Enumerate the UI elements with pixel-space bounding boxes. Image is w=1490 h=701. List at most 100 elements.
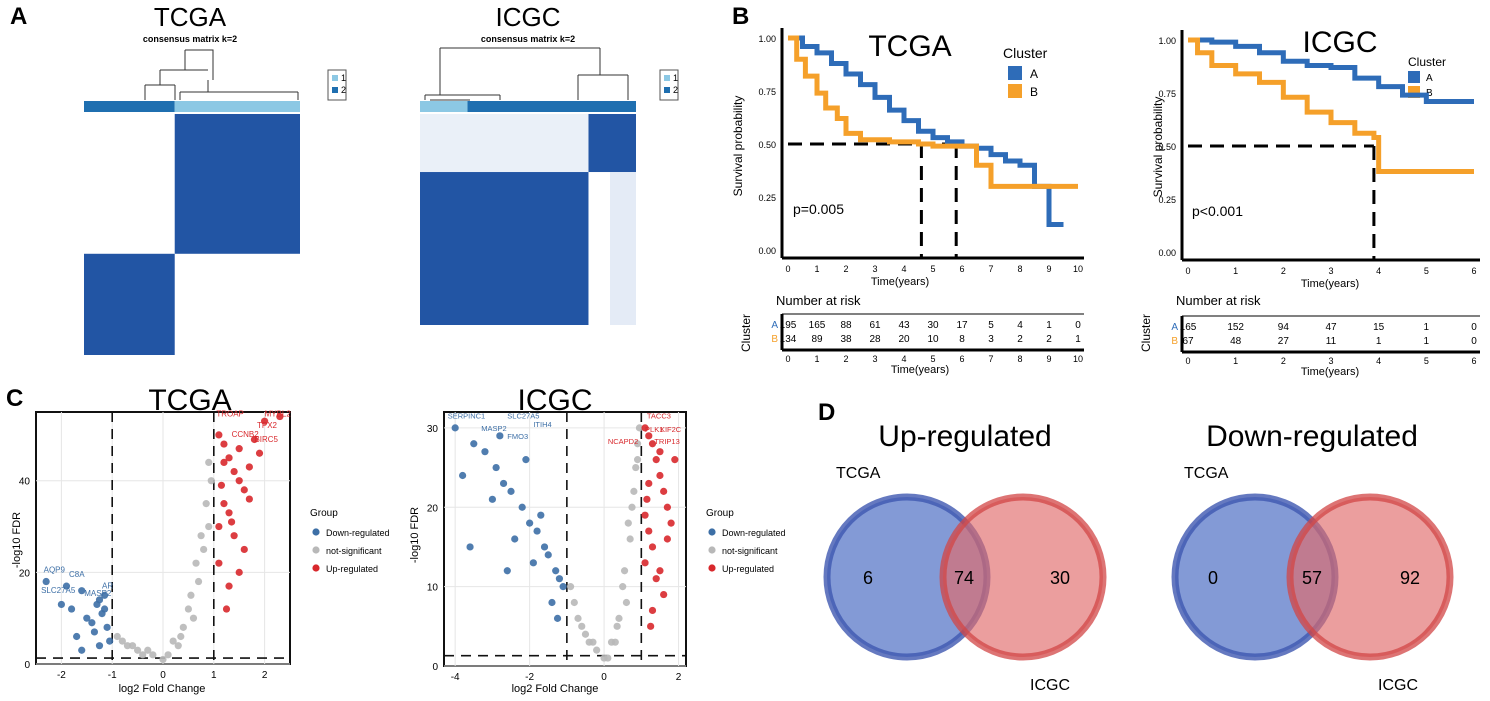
volcano-point xyxy=(240,545,248,554)
km-axes: 1.00 0.75 0.50 0.25 0.00 0 1 2 3 4 5 6 xyxy=(1158,30,1480,276)
panel-label-a: A xyxy=(10,3,27,30)
volcano-xtick-label: 2 xyxy=(262,670,268,681)
volcano-point xyxy=(581,630,590,638)
gene-label-ncapd2: NCAPD2 xyxy=(608,437,638,446)
risk-row-label: B xyxy=(1171,336,1178,347)
km-ytick-label: 0.75 xyxy=(1158,89,1176,99)
km-xtick-label: 3 xyxy=(872,264,877,274)
volcano-point xyxy=(626,535,634,543)
km-curve-a xyxy=(1188,37,1474,104)
gene-label-tacc3: TACC3 xyxy=(647,411,671,420)
volcano-point xyxy=(174,642,182,650)
risk-cell: 195 xyxy=(780,320,797,331)
km-ytick-label: 1.00 xyxy=(758,34,776,44)
gene-label-trip13: TRIP13 xyxy=(654,437,679,446)
km-legend-swatch-b xyxy=(1008,84,1022,98)
km-xtick-label: 8 xyxy=(1017,264,1022,274)
risk-row-label: A xyxy=(1171,322,1178,333)
risk-table-ylabel: Cluster xyxy=(1139,314,1153,352)
gene-label-slc27a5: SLC27A5 xyxy=(41,586,76,595)
volcano-legend-dot xyxy=(708,564,716,572)
venn-title: Down-regulated xyxy=(1206,420,1418,453)
volcano-legend-title: Group xyxy=(706,508,734,519)
km-pvalue: p<0.001 xyxy=(1192,203,1243,219)
risk-row-label: B xyxy=(771,334,778,345)
volcano-point xyxy=(648,440,657,448)
risk-cell: 152 xyxy=(1227,322,1244,333)
km-legend-label-b: B xyxy=(1030,85,1038,99)
risk-table: A 165 152 94 47 15 1 0B 67 48 27 11 1 1 00 1 2 3 4 5 6 xyxy=(1171,315,1480,366)
legend-swatch-1 xyxy=(664,75,670,81)
dendrogram xyxy=(424,47,629,101)
volcano-point xyxy=(118,637,126,645)
volcano-point xyxy=(222,605,231,613)
risk-xtick-label: 6 xyxy=(1471,356,1476,366)
venn-right-label: ICGC xyxy=(1378,677,1418,694)
volcano-point xyxy=(230,532,238,540)
risk-table-title: Number at risk xyxy=(1176,293,1261,308)
risk-row-label: A xyxy=(771,320,778,331)
km-xtick-label: 4 xyxy=(1376,266,1381,276)
volcano-point xyxy=(67,605,76,613)
risk-cell: 47 xyxy=(1325,322,1337,333)
volcano-point xyxy=(57,600,65,609)
volcano-xtick-label: 0 xyxy=(601,672,607,683)
risk-cell: 165 xyxy=(1180,322,1197,333)
volcano-point xyxy=(144,646,152,654)
volcano-point xyxy=(555,575,564,583)
km-xtick-label: 1 xyxy=(814,264,819,274)
risk-cell: 1 xyxy=(1075,334,1081,345)
km-xtick-label: 2 xyxy=(1281,266,1286,276)
volcano-point xyxy=(255,449,264,457)
km-ytick-label: 0.25 xyxy=(758,193,776,203)
volcano-point xyxy=(628,503,636,511)
volcano-legend-label: Down-regulated xyxy=(326,528,390,538)
km-xtick-label: 9 xyxy=(1046,264,1051,274)
venn-down: Down-regulated TCGA ICGC 0 57 92 xyxy=(1171,420,1454,694)
gene-label-kif2c: KIF2C xyxy=(660,425,682,434)
volcano-point xyxy=(559,583,567,591)
risk-cell: 94 xyxy=(1278,322,1290,333)
volcano-point xyxy=(619,583,627,591)
volcano-point xyxy=(496,432,504,440)
risk-cell: 1 xyxy=(1424,336,1430,347)
volcano-legend-dot xyxy=(312,528,320,536)
volcano-point xyxy=(648,543,657,551)
risk-cell: 4 xyxy=(1017,320,1023,331)
risk-xtick-label: 0 xyxy=(1185,356,1190,366)
volcano-point xyxy=(220,458,228,466)
heatmap-icgc: ICGC consensus matrix k=2 1 2 xyxy=(420,2,679,325)
volcano-point xyxy=(522,456,530,464)
km-legend-swatch-a xyxy=(1008,66,1022,80)
km-curve-b xyxy=(788,35,1078,189)
volcano-point xyxy=(671,456,679,464)
volcano-point xyxy=(187,591,195,599)
km-legend-label-a: A xyxy=(1426,73,1433,84)
risk-cell: 38 xyxy=(840,334,852,345)
volcano-point xyxy=(235,445,243,453)
km-ytick-label: 0.00 xyxy=(1158,248,1176,258)
volcano-point xyxy=(202,500,210,508)
risk-cell: 28 xyxy=(869,334,881,345)
volcano-point xyxy=(632,463,640,472)
volcano-point xyxy=(90,628,99,636)
risk-cell: 134 xyxy=(780,334,797,345)
risk-cell: 88 xyxy=(840,320,852,331)
volcano-point xyxy=(635,424,644,432)
km-title: ICGC xyxy=(1303,26,1378,59)
volcano-point xyxy=(240,486,248,494)
km-ylabel: Survival probability xyxy=(1151,97,1165,198)
km-xtick-label: 4 xyxy=(901,264,906,274)
venn-circle-icgc xyxy=(1286,493,1454,661)
volcano-point xyxy=(217,481,226,489)
volcano-point xyxy=(215,559,223,567)
km-lines xyxy=(1188,37,1474,260)
volcano-point xyxy=(179,623,187,631)
volcano-point xyxy=(533,527,541,535)
volcano-point xyxy=(235,477,243,485)
km-ytick-label: 0.50 xyxy=(1158,142,1176,152)
risk-cell: 67 xyxy=(1182,336,1194,347)
